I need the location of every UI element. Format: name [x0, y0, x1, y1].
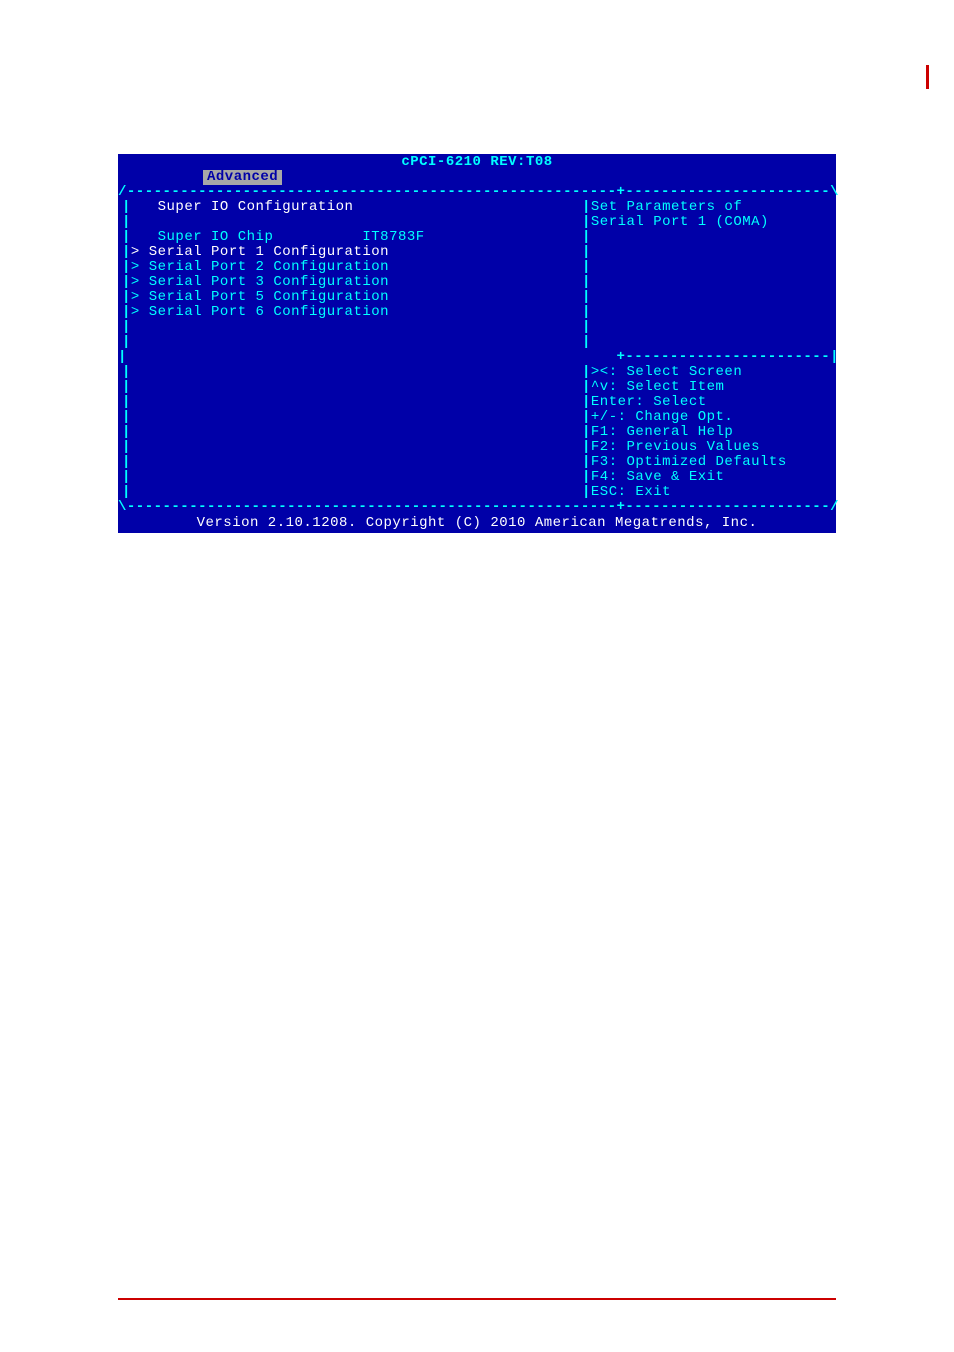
- key-help: Enter: Select: [591, 394, 707, 410]
- arrow-icon: >: [131, 259, 140, 275]
- tab-row: Advanced: [118, 170, 836, 185]
- chip-label: Super IO Chip: [158, 229, 274, 245]
- key-help: F3: Optimized Defaults: [591, 454, 787, 470]
- arrow-icon: >: [131, 289, 140, 305]
- arrow-icon: >: [131, 244, 140, 260]
- key-help: +/-: Change Opt.: [591, 409, 733, 425]
- menu-item-serial-port-2[interactable]: Serial Port 2 Configuration: [149, 259, 389, 275]
- bios-footer: Version 2.10.1208. Copyright (C) 2010 Am…: [118, 515, 836, 533]
- key-help: ESC: Exit: [591, 484, 671, 500]
- key-help: F2: Previous Values: [591, 439, 760, 455]
- arrow-icon: >: [131, 274, 140, 290]
- key-help: F1: General Help: [591, 424, 733, 440]
- bios-title: cPCI-6210 REV:T08: [118, 154, 836, 170]
- section-heading: Super IO Configuration: [158, 199, 354, 215]
- help-desc-2: Serial Port 1 (COMA): [591, 214, 769, 230]
- key-help: ^v: Select Item: [591, 379, 725, 395]
- key-help: ><: Select Screen: [591, 364, 742, 380]
- page-footer-rule: [118, 1298, 836, 1300]
- menu-item-serial-port-5[interactable]: Serial Port 5 Configuration: [149, 289, 389, 305]
- menu-item-serial-port-6[interactable]: Serial Port 6 Configuration: [149, 304, 389, 320]
- help-desc-1: Set Parameters of: [591, 199, 742, 215]
- arrow-icon: >: [131, 304, 140, 320]
- border-mid: | +-----------------------|: [118, 350, 836, 365]
- border-top: /---------------------------------------…: [118, 185, 836, 200]
- key-help: F4: Save & Exit: [591, 469, 725, 485]
- chip-value: IT8783F: [362, 229, 424, 245]
- menu-item-serial-port-1[interactable]: Serial Port 1 Configuration: [149, 244, 389, 260]
- border-bottom: \---------------------------------------…: [118, 500, 836, 515]
- text-cursor-indicator: [926, 65, 929, 89]
- menu-item-serial-port-3[interactable]: Serial Port 3 Configuration: [149, 274, 389, 290]
- bios-setup-window: cPCI-6210 REV:T08 Advanced /------------…: [118, 154, 836, 533]
- tab-advanced[interactable]: Advanced: [203, 170, 282, 185]
